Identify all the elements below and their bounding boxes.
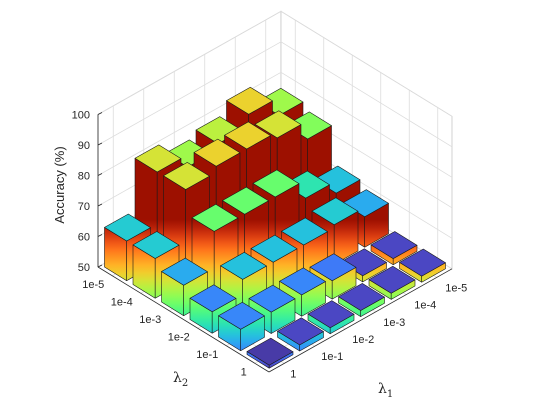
z-tick-mark [97, 112, 103, 115]
z-tick-mark [97, 203, 103, 207]
x-axis-label-sub: 1 [387, 389, 393, 400]
bar-top [368, 265, 416, 294]
bar-top [134, 144, 182, 173]
bar-top [254, 110, 302, 139]
z-gridline [97, 41, 453, 148]
z-tick-label: 60 [78, 232, 90, 244]
bar-top [218, 301, 265, 330]
z-gridline [97, 71, 453, 178]
bar-top [338, 283, 385, 311]
lambda2-tick-label: 1e-4 [111, 296, 133, 308]
bar [338, 283, 385, 317]
bar-top [224, 121, 271, 150]
lambda2-tick-label: 1e-5 [82, 279, 104, 291]
z-tick-label: 100 [72, 110, 90, 122]
z-tick-label: 50 [78, 262, 90, 274]
bar-top [370, 231, 418, 259]
lambda1-tick-label: 1e-5 [445, 282, 467, 294]
z-tick-label: 90 [78, 140, 90, 152]
bar-top [161, 257, 208, 286]
z-tick-mark [97, 264, 103, 268]
bar-top [309, 253, 357, 282]
bar-top [277, 317, 324, 346]
bar [399, 248, 446, 283]
lambda1-tick-label: 1e-2 [352, 334, 374, 346]
lambda2-axis-line [97, 266, 270, 373]
bar [368, 265, 416, 300]
bar [218, 301, 265, 352]
bar-top [220, 252, 267, 280]
bar-top [226, 86, 273, 115]
x-axis-label-base: λ [378, 381, 387, 397]
bar-top [104, 213, 151, 242]
bars-layer [104, 86, 446, 369]
z-tick-label: 80 [78, 171, 90, 183]
lambda1-axis-line [268, 268, 453, 373]
y-axis-label-base: λ [173, 370, 182, 386]
bar-top [307, 300, 355, 329]
bar-top [163, 162, 210, 190]
bar [307, 300, 355, 335]
z-tick-label: 70 [78, 201, 90, 213]
bar-top [193, 138, 241, 167]
labels-layer: 50 60 70 80 90 100 1 1e-1 1e-2 1e-3 1e-4 1e-5 1e-5 1e… [72, 110, 468, 381]
y-axis-label-sub: 2 [182, 378, 188, 389]
bar [370, 231, 418, 266]
bar-top [281, 217, 328, 246]
bar-top [132, 231, 180, 259]
bar-top [189, 284, 237, 313]
lambda1-tick-label: 1e-1 [321, 351, 343, 363]
bar-top [191, 204, 239, 232]
lambda1-tick-label: 1 [290, 368, 296, 380]
lambda2-tick-label: 1 [241, 366, 247, 378]
z-axis-label: Accuracy (%) [52, 146, 67, 223]
bar-top [279, 267, 326, 296]
y-axis-label: λ2 [173, 370, 188, 389]
lambda1-tick-label: 1e-4 [414, 300, 436, 312]
lambda1-tick-label: 1e-3 [383, 317, 405, 329]
bar [246, 337, 294, 369]
bar-top [399, 248, 446, 277]
z-tick-mark [97, 173, 103, 176]
x-axis-label: λ1 [378, 381, 393, 400]
bar-top [250, 234, 298, 263]
z-gridline [97, 10, 453, 117]
z-tick-mark [97, 142, 103, 146]
bar-top [252, 169, 300, 198]
lambda2-tick-label: 1e-3 [139, 314, 161, 326]
bar-top [246, 337, 294, 366]
z-tick-mark [97, 234, 103, 237]
lambda2-tick-label: 1e-1 [196, 349, 218, 361]
bar [277, 317, 324, 352]
bar-top [222, 186, 269, 215]
bar-top [311, 197, 359, 225]
lambda2-tick-label: 1e-2 [168, 331, 190, 343]
bar-top [248, 284, 296, 313]
